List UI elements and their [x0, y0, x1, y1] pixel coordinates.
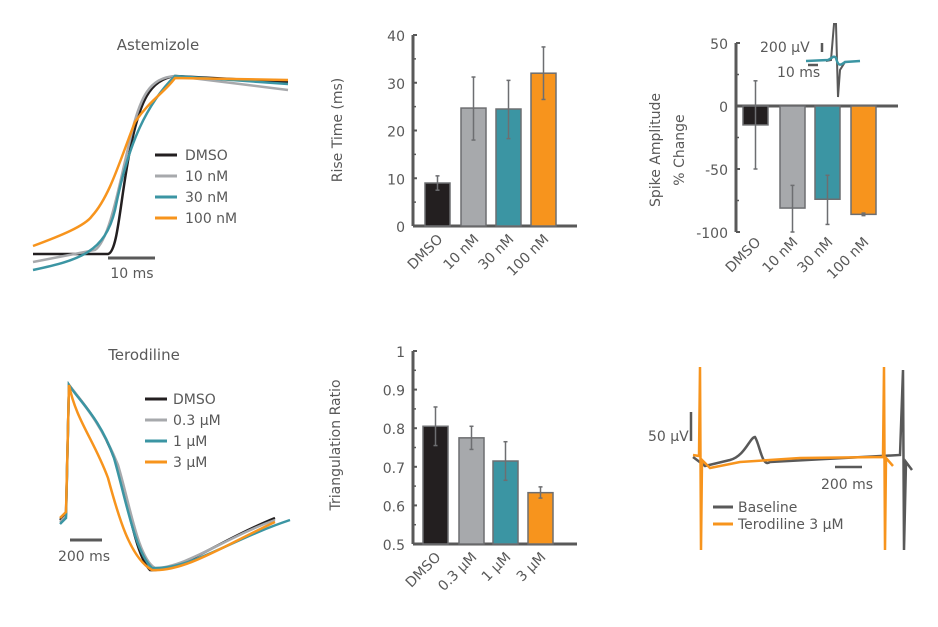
y-tick-label: 10: [387, 172, 405, 188]
category-label: 1 µM: [479, 550, 515, 586]
spike-treated: [805, 55, 861, 66]
legend-label: 10 nM: [185, 169, 228, 185]
spike-inset: 200 µV 10 ms: [760, 23, 861, 98]
y-axis-label: % Change: [672, 114, 688, 185]
legend-label: Terodiline 3 µM: [737, 517, 844, 533]
category-label: 10 nM: [440, 232, 482, 274]
trace-terodiline: [692, 366, 894, 551]
trace-dmso: [33, 74, 289, 256]
legend-label: DMSO: [173, 392, 216, 408]
time-scale-label: 10 ms: [110, 266, 153, 282]
terodiline-panel: Terodiline DMSO 0.3 µM 1 µM 3 µM 200 ms: [58, 346, 291, 572]
time-scale-label: 200 ms: [821, 477, 873, 493]
astemizole-panel: Astemizole DMSO 10 nM 30 nM 100 nM 10 ms: [32, 36, 289, 282]
bar: [850, 105, 877, 216]
category-label: 10 nM: [759, 235, 801, 277]
trace-10nm: [32, 74, 289, 264]
legend-label: 0.3 µM: [173, 413, 221, 429]
terodiline-title: Terodiline: [107, 346, 180, 364]
category-label: 3 µM: [514, 550, 550, 586]
bar: [814, 105, 841, 200]
y-tick-label: 0.5: [383, 538, 405, 554]
time-scale-label: 10 ms: [777, 65, 820, 81]
legend-label: 1 µM: [173, 434, 207, 450]
y-tick-label: -50: [705, 163, 728, 179]
trace-dmso: [59, 381, 276, 572]
bar: [530, 72, 557, 227]
legend-label: 3 µM: [173, 455, 207, 471]
spike-baseline: [825, 23, 846, 98]
y-tick-label: 20: [387, 125, 405, 141]
y-tick-label: 0: [396, 220, 405, 236]
y-axis-label: Spike Amplitude: [648, 93, 664, 207]
category-label: DMSO: [723, 235, 765, 277]
trace-100nm: [32, 76, 289, 248]
voltage-scale-label: 200 µV: [760, 40, 810, 56]
bar: [527, 491, 554, 545]
legend-label: DMSO: [185, 148, 228, 164]
trace-3um: [59, 384, 276, 572]
legend-label: Baseline: [738, 500, 797, 516]
legend-label: 100 nM: [185, 211, 237, 227]
time-scale-label: 200 ms: [58, 549, 110, 565]
y-tick-label: 40: [387, 29, 405, 45]
y-axis-label: Triangulation Ratio: [328, 379, 344, 511]
bar: [458, 437, 485, 545]
y-tick-label: 0: [719, 100, 728, 116]
y-tick-label: 1: [396, 345, 405, 361]
astemizole-legend: DMSO 10 nM 30 nM 100 nM: [155, 148, 237, 227]
terodiline-legend: DMSO 0.3 µM 1 µM 3 µM: [145, 392, 221, 471]
field-potential-panel: 50 µV 200 ms Baseline Terodiline 3 µM: [648, 366, 913, 551]
category-label: 0.3 µM: [435, 550, 480, 595]
trace-30nm: [32, 74, 289, 272]
y-axis-label: Rise Time (ms): [330, 78, 346, 183]
astemizole-title: Astemizole: [117, 36, 199, 54]
y-tick-label: 0.8: [383, 422, 405, 438]
y-tick-label: 0.9: [383, 384, 405, 400]
y-tick-label: 0.7: [383, 461, 405, 477]
legend-label: 30 nM: [185, 190, 228, 206]
category-label: DMSO: [405, 232, 447, 274]
y-tick-label: 30: [387, 77, 405, 93]
voltage-scale-label: 50 µV: [648, 429, 689, 445]
y-tick-label: 0.6: [383, 499, 405, 515]
y-tick-label: 50: [710, 37, 728, 53]
y-tick-label: -100: [696, 226, 728, 242]
